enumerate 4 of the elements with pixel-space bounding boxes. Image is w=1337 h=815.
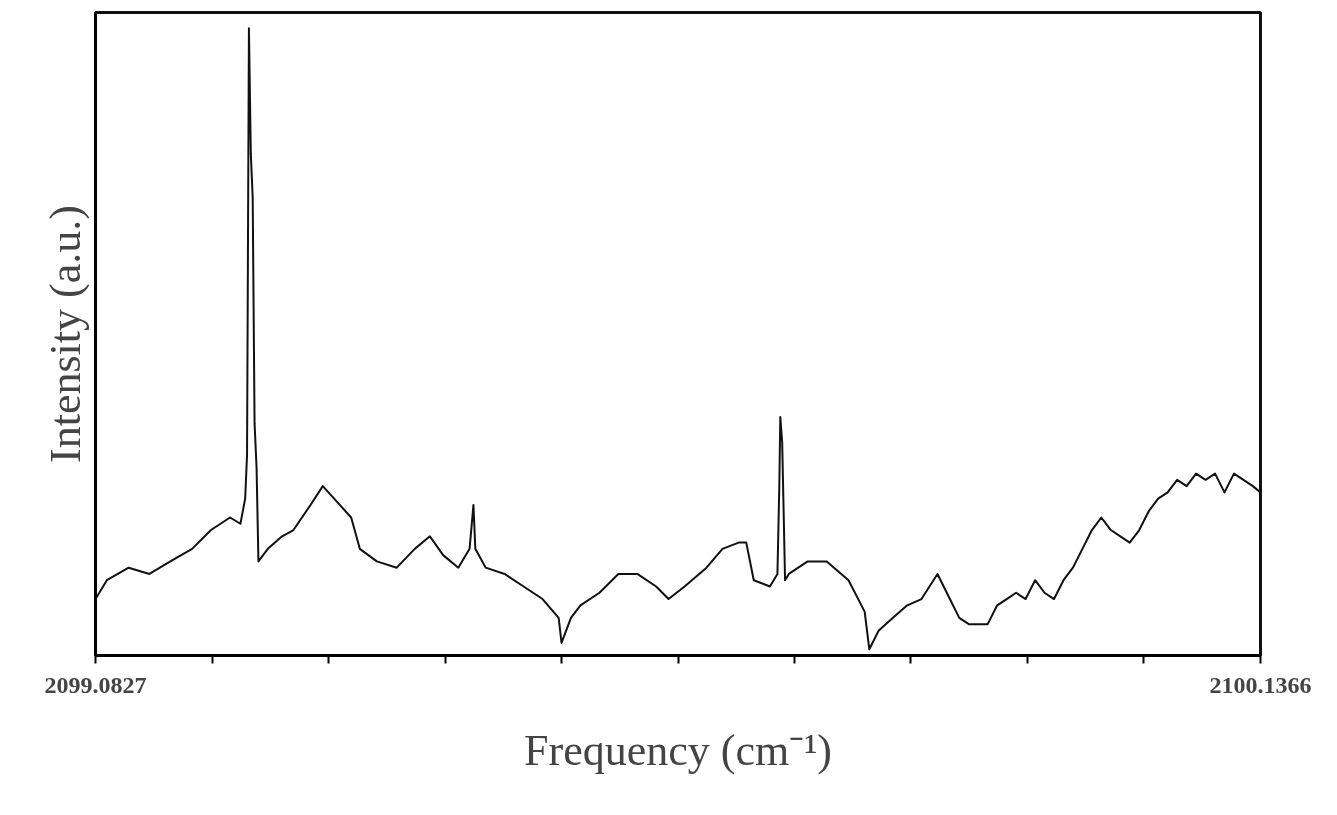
y-axis-title: Intensity (a.u.) bbox=[40, 205, 90, 463]
x-tick-label: 2099.0827 bbox=[44, 671, 147, 698]
x-tick-label: 2100.1366 bbox=[1209, 671, 1312, 698]
x-axis-title: Frequency (cm⁻¹) bbox=[524, 725, 832, 775]
